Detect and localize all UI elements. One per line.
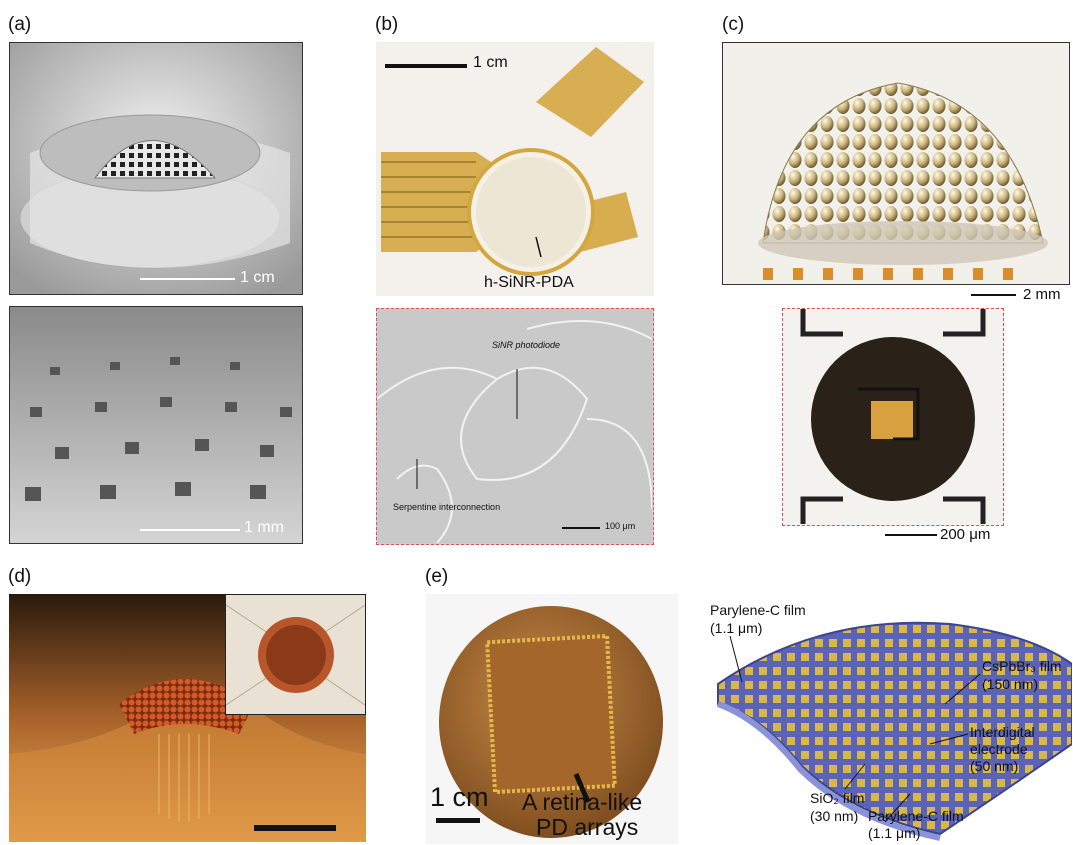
scale-bar-label: 100 μm bbox=[605, 521, 636, 531]
panel-e-schematic: Parylene-C film (1.1 μm) CsPbBr₃ film (1… bbox=[700, 594, 1072, 844]
pixel-array-sem bbox=[10, 307, 302, 543]
panel-b-top-photo: 1 cm h-SiNR-PDA bbox=[376, 42, 654, 296]
panel-d-photo bbox=[9, 594, 366, 842]
single-pixel-micrograph bbox=[800, 309, 986, 524]
scale-bar-label: 1 cm bbox=[473, 54, 508, 71]
scale-bar-label: 1 cm bbox=[240, 269, 275, 286]
label-sio2-thickness: (30 nm) bbox=[810, 808, 859, 824]
panel-b-bottom-sem: SiNR photodiode Serpentine interconnecti… bbox=[376, 308, 654, 545]
panel-label-a: (a) bbox=[8, 14, 32, 35]
label-parylene-top-thickness: (1.1 μm) bbox=[710, 620, 763, 636]
scale-bar-label: 1 mm bbox=[244, 519, 284, 536]
flexible-device-photo bbox=[381, 47, 644, 276]
panel-label-e: (e) bbox=[425, 566, 449, 587]
label-cspbbr3: CsPbBr₃ film bbox=[982, 658, 1062, 674]
scale-bar-label: 1 cm bbox=[430, 782, 489, 812]
label-electrode: electrode bbox=[970, 741, 1028, 757]
scale-bar bbox=[971, 294, 1016, 296]
panel-label-d: (d) bbox=[8, 566, 32, 587]
scale-bar-label: 200 μm bbox=[940, 526, 991, 543]
sem-label-photodiode: SiNR photodiode bbox=[492, 340, 561, 350]
label-interdigital-thickness: (50 nm) bbox=[970, 758, 1019, 774]
panel-a-bottom-sem: 1 mm bbox=[9, 306, 303, 544]
panel-label-c: (c) bbox=[722, 14, 745, 35]
label-parylene-bottom-thickness: (1.1 μm) bbox=[868, 825, 921, 841]
retina-pd-array-photo bbox=[439, 606, 663, 838]
panel-c-top-photo bbox=[722, 42, 1070, 285]
panel-a-top-photo: 1 cm bbox=[9, 42, 303, 295]
sem-label-interconnection: Serpentine interconnection bbox=[393, 502, 501, 512]
device-label: h-SiNR-PDA bbox=[484, 274, 574, 291]
scale-bar bbox=[140, 278, 235, 280]
hemispherical-array-photo bbox=[10, 43, 302, 294]
scale-bar bbox=[562, 527, 600, 529]
arrow bbox=[573, 773, 591, 803]
arrow bbox=[535, 236, 542, 258]
scale-bar bbox=[436, 818, 480, 823]
label-cspbbr3-thickness: (150 nm) bbox=[982, 676, 1039, 692]
microlens-dome-photo bbox=[758, 82, 1048, 280]
photo-caption-line2: PD arrays bbox=[536, 814, 639, 840]
scale-bar bbox=[385, 64, 467, 68]
sem-photodiode-image bbox=[377, 309, 652, 543]
scale-bar bbox=[885, 534, 937, 536]
scale-bar bbox=[140, 529, 240, 531]
scale-bar bbox=[254, 825, 336, 831]
photo-caption-line1: A retina-like bbox=[522, 789, 643, 815]
label-interdigital: Interdigital bbox=[970, 724, 1035, 740]
inset-top-view-image bbox=[226, 604, 365, 706]
pd-array-schematic bbox=[716, 621, 1072, 841]
label-parylene-bottom: Parylene-C film bbox=[868, 808, 964, 824]
scale-bar-label: 2 mm bbox=[1023, 286, 1061, 303]
label-sio2: SiO₂ film bbox=[810, 790, 865, 806]
inset-top-view bbox=[225, 594, 366, 715]
panel-e-photo: 1 cm A retina-like PD arrays bbox=[426, 594, 678, 844]
panel-c-bottom-micrograph bbox=[782, 308, 1004, 526]
panel-label-b: (b) bbox=[375, 14, 399, 35]
label-parylene-top: Parylene-C film bbox=[710, 602, 806, 618]
